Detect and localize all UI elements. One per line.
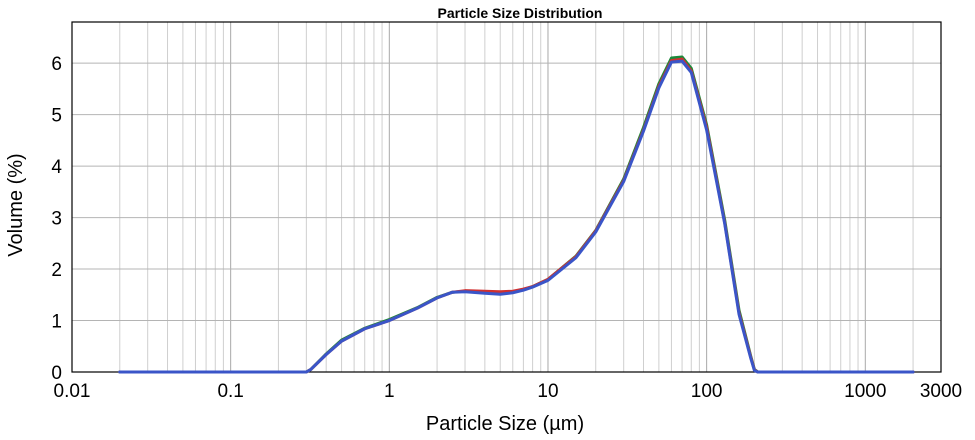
y-tick-label: 0 [51, 363, 62, 384]
x-tick-label: 1000 [844, 381, 886, 402]
grid [72, 22, 941, 372]
x-tick-label: 0.01 [54, 381, 91, 402]
series-lines [118, 55, 915, 374]
plot-frame [71, 21, 942, 373]
x-axis-label: Particle Size (µm) [426, 413, 584, 435]
x-tick-label: 3000 [920, 381, 962, 402]
y-tick-label: 5 [51, 106, 62, 127]
x-tick-label: 0.1 [217, 381, 243, 402]
y-tick-label: 6 [51, 54, 62, 75]
y-tick-labels: 0 1 2 3 4 5 6 [51, 54, 62, 384]
y-tick-label: 2 [51, 260, 62, 281]
y-tick-label: 4 [51, 157, 62, 178]
x-tick-label: 1 [384, 381, 395, 402]
y-tick-label: 1 [51, 312, 62, 333]
series-line-1 [118, 55, 915, 374]
series-line-2 [118, 57, 915, 374]
y-tick-label: 3 [51, 209, 62, 230]
x-tick-label: 100 [691, 381, 723, 402]
chart-title: Particle Size Distribution [438, 5, 603, 21]
x-tick-labels: 0.01 0.1 1 10 100 1000 3000 [54, 381, 963, 402]
x-tick-label: 10 [537, 381, 558, 402]
y-axis-label: Volume (%) [5, 153, 27, 256]
series-line-3 [118, 59, 915, 374]
